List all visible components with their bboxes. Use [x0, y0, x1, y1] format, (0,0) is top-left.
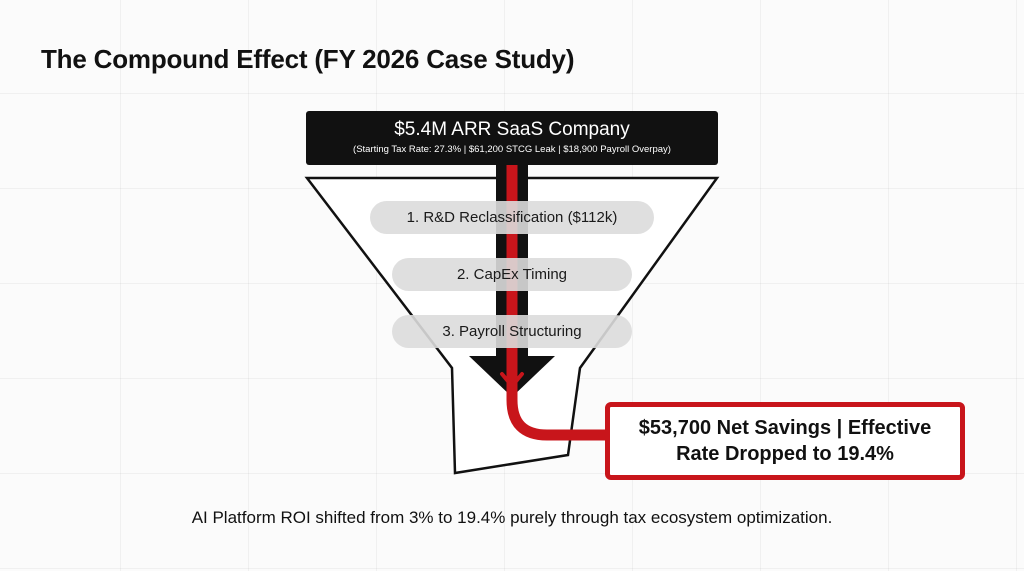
- step-capex-timing: 2. CapEx Timing: [392, 258, 632, 291]
- net-savings-text: $53,700 Net Savings | Effective Rate Dro…: [638, 417, 932, 465]
- step-rd-reclassification: 1. R&D Reclassification ($112k): [370, 201, 654, 234]
- savings-flow-line: [506, 165, 612, 441]
- net-savings-result-box: $53,700 Net Savings | Effective Rate Dro…: [605, 402, 965, 480]
- company-subtitle: (Starting Tax Rate: 27.3% | $61,200 STCG…: [353, 144, 671, 155]
- roi-footnote: AI Platform ROI shifted from 3% to 19.4%…: [191, 508, 833, 527]
- savings-arrow-tip: [500, 372, 524, 388]
- company-title: $5.4M ARR SaaS Company: [394, 119, 630, 140]
- company-header-box: $5.4M ARR SaaS Company (Starting Tax Rat…: [306, 111, 718, 165]
- step-payroll-structuring: 3. Payroll Structuring: [392, 315, 632, 348]
- slide-title: The Compound Effect (FY 2026 Case Study): [41, 44, 575, 74]
